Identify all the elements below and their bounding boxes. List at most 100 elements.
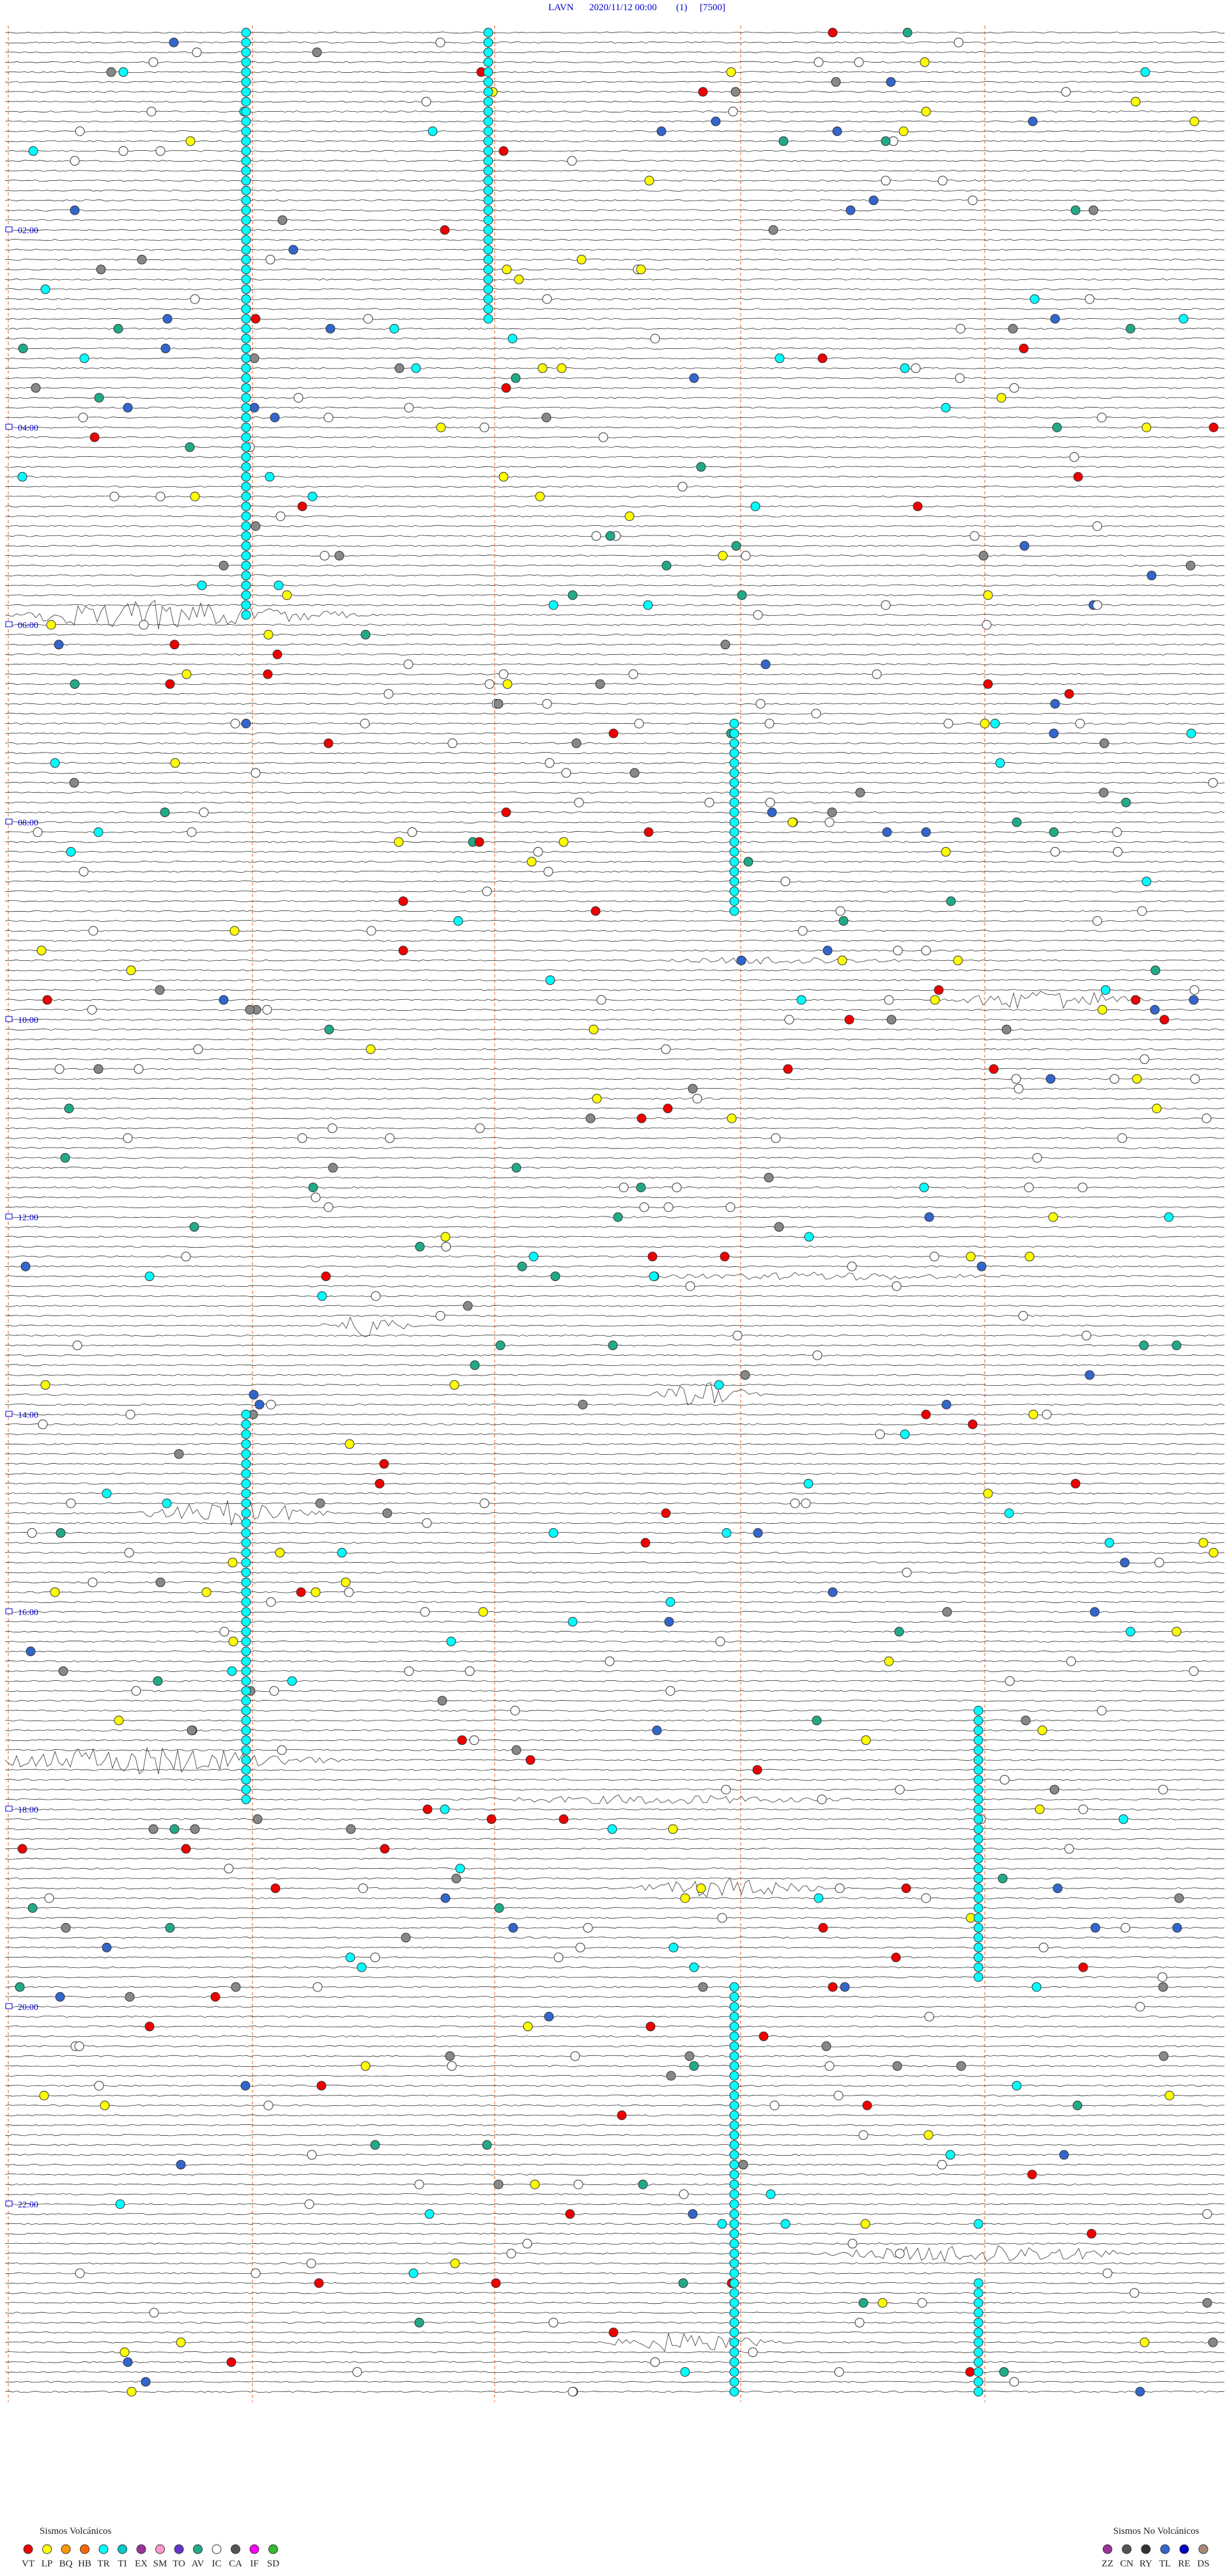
event (973, 2367, 984, 2377)
event (854, 2317, 865, 2327)
event (241, 1498, 251, 1508)
event (937, 2159, 947, 2170)
event (39, 2090, 49, 2101)
trace (4, 1650, 1225, 1653)
event (567, 1616, 578, 1627)
datetime: 2020/11/12 00:00 (589, 3, 657, 13)
event (814, 57, 824, 67)
trace (4, 1591, 1225, 1593)
event (160, 808, 170, 817)
event (272, 649, 282, 659)
event (241, 1547, 251, 1558)
event (647, 1252, 658, 1262)
event (1189, 1666, 1199, 1676)
event (371, 1291, 381, 1301)
event (1121, 797, 1131, 808)
event (1150, 965, 1161, 976)
event (902, 27, 913, 38)
event (1146, 571, 1157, 581)
event (1064, 689, 1074, 699)
event (665, 1686, 675, 1696)
event (1158, 1982, 1168, 1992)
event (973, 2377, 984, 2387)
trace (4, 910, 1225, 912)
event (942, 1607, 952, 1617)
event (270, 1883, 281, 1894)
event (775, 353, 785, 364)
trace (4, 1018, 1225, 1021)
event (748, 2347, 758, 2358)
event (696, 462, 706, 472)
event (169, 640, 180, 650)
event (1132, 1074, 1142, 1084)
legend-swatch (155, 2544, 165, 2554)
event (440, 225, 450, 235)
event (729, 728, 739, 739)
trace (4, 594, 1225, 597)
event (640, 1538, 651, 1548)
event (1048, 1212, 1058, 1222)
trace (4, 574, 1225, 577)
event (58, 1666, 68, 1676)
event (741, 551, 751, 561)
trace (4, 2242, 1225, 2245)
event (858, 2130, 868, 2140)
event (181, 669, 192, 679)
trace (4, 2174, 1225, 2176)
event (637, 1114, 647, 1123)
time-labels: 02:00 04:00 06:00 08:00 10:00 12:00 14:00 16:00… (5, 226, 38, 2210)
event (366, 1044, 376, 1054)
event (323, 413, 334, 422)
trace (4, 505, 1225, 508)
event (973, 1883, 984, 1894)
event (729, 738, 739, 748)
event (414, 2317, 424, 2327)
event (506, 2248, 516, 2258)
trace (4, 347, 1225, 350)
trace (4, 762, 1225, 764)
event (241, 334, 251, 344)
event (241, 1478, 251, 1489)
event (169, 38, 179, 47)
trace (4, 2380, 1225, 2383)
event (511, 1745, 521, 1755)
event (498, 669, 509, 679)
legend-label: EX (135, 2559, 148, 2569)
event (469, 1735, 479, 1745)
event (973, 1972, 984, 1982)
event (1131, 96, 1141, 107)
event (241, 610, 251, 620)
event (46, 620, 56, 630)
trace (4, 1848, 1225, 1850)
trace (4, 456, 1225, 458)
event (881, 600, 891, 610)
event (241, 1706, 251, 1715)
event (240, 2081, 251, 2091)
event (1189, 995, 1199, 1005)
event (275, 1547, 285, 1558)
event (729, 877, 739, 887)
event (692, 1094, 702, 1104)
event (297, 502, 307, 512)
event (728, 107, 738, 117)
trace (4, 1374, 1225, 1376)
event-markers (15, 27, 1219, 2396)
event (241, 254, 251, 264)
trace (4, 1492, 1225, 1495)
event (891, 1952, 901, 1963)
event (828, 27, 838, 38)
event (973, 1795, 984, 1804)
time-marker (5, 1016, 13, 1022)
event (1090, 1607, 1100, 1617)
legend-label: VT (22, 2559, 35, 2569)
event (714, 1380, 724, 1390)
event (892, 2061, 902, 2071)
trace (4, 318, 1225, 320)
event (501, 383, 511, 393)
event (414, 2179, 424, 2189)
event (847, 1261, 857, 1271)
trace (4, 1058, 1225, 1061)
trace (4, 2333, 1225, 2352)
event (328, 1163, 338, 1173)
event (1164, 2090, 1175, 2101)
